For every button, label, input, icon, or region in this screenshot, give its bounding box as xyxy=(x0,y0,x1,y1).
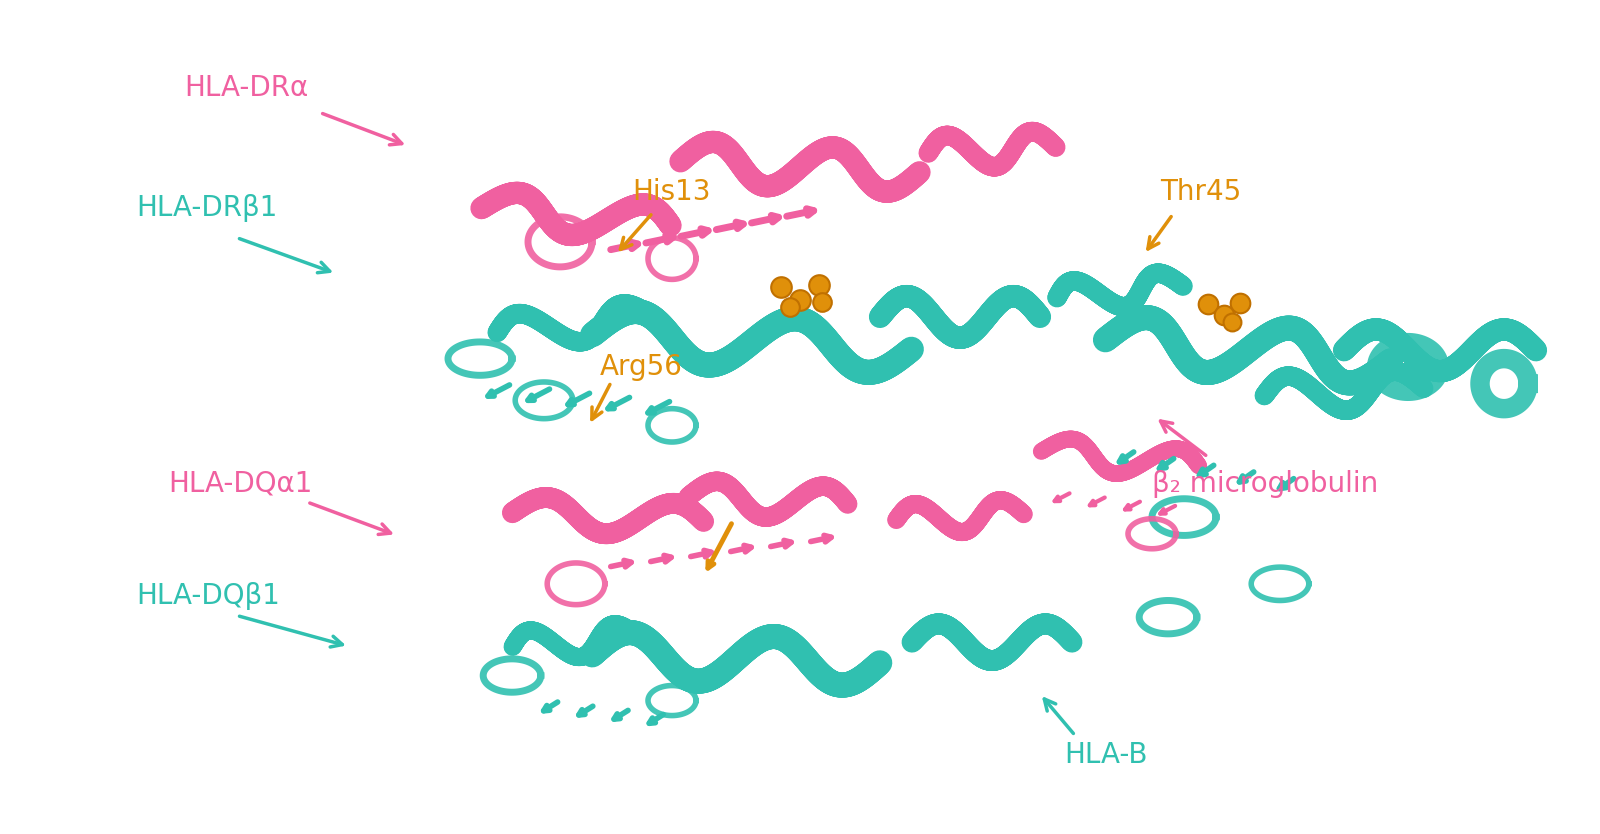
Text: HLA-DQα1: HLA-DQα1 xyxy=(168,470,312,498)
Point xyxy=(1227,296,1253,309)
Text: HLA-DRβ1: HLA-DRβ1 xyxy=(136,194,277,223)
Text: HLA-DRα: HLA-DRα xyxy=(184,73,309,102)
Text: HLA-B: HLA-B xyxy=(1064,741,1147,769)
Point xyxy=(1219,315,1245,329)
Text: His13: His13 xyxy=(632,178,710,206)
Point xyxy=(778,300,803,314)
Text: HLA-DQβ1: HLA-DQβ1 xyxy=(136,582,280,610)
Point xyxy=(787,294,813,307)
Text: β₂ microglobulin: β₂ microglobulin xyxy=(1152,470,1378,498)
Text: Thr45: Thr45 xyxy=(1160,178,1242,206)
Text: Arg56: Arg56 xyxy=(600,353,683,381)
Point xyxy=(1195,298,1221,311)
Point xyxy=(1211,309,1237,322)
Point xyxy=(768,280,794,294)
Point xyxy=(810,295,835,309)
Point xyxy=(806,279,832,292)
